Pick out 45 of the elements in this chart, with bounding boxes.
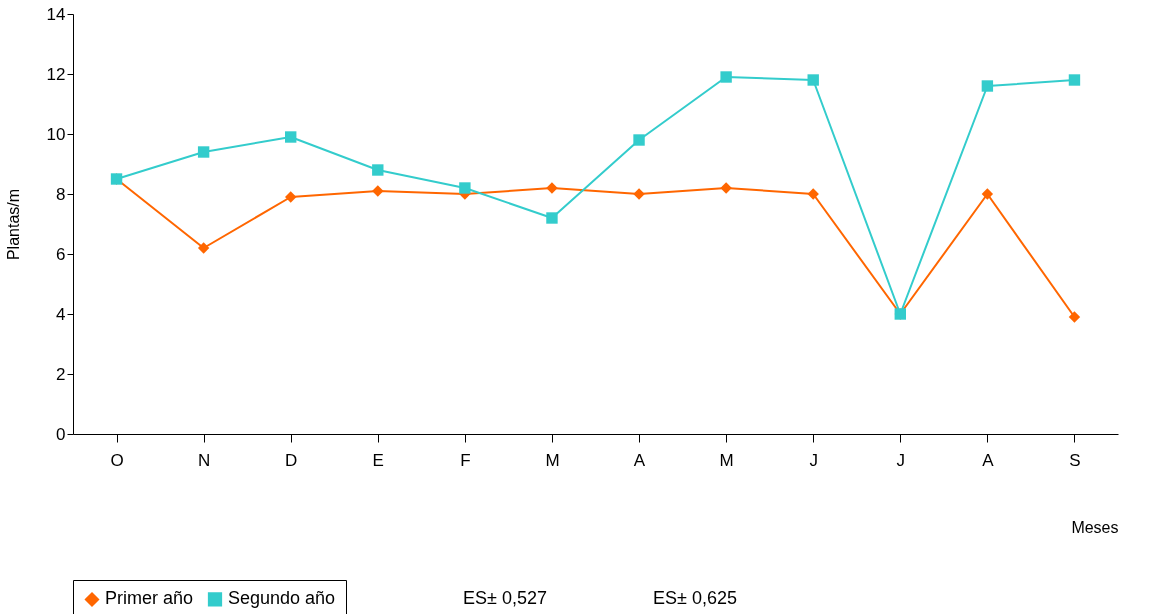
y-tick-label: 4 xyxy=(56,304,66,324)
point xyxy=(1068,311,1081,323)
point xyxy=(981,188,994,200)
text: ES± 0,527 xyxy=(463,588,547,608)
point xyxy=(197,146,210,158)
point xyxy=(807,188,819,200)
point xyxy=(720,71,732,83)
point xyxy=(546,212,558,224)
point xyxy=(197,242,210,254)
x-tick-label: M xyxy=(545,450,560,470)
point xyxy=(1068,74,1081,86)
y-tick-label: 6 xyxy=(56,244,66,264)
point xyxy=(372,164,384,176)
x-tick-label: D xyxy=(285,450,298,470)
y-tick-label: 0 xyxy=(56,424,66,444)
y-tick-label: 10 xyxy=(46,124,66,144)
x-axis-title: Meses xyxy=(1071,518,1119,536)
point xyxy=(285,131,297,143)
point xyxy=(285,191,297,203)
point xyxy=(720,182,732,194)
point xyxy=(807,74,819,86)
x-tick-label: J xyxy=(809,450,818,470)
point xyxy=(633,134,645,146)
x-tick-label: E xyxy=(372,450,384,470)
point xyxy=(981,80,994,92)
x-tick-label: J xyxy=(896,450,906,470)
point xyxy=(372,185,384,197)
x-tick-label: O xyxy=(110,450,124,470)
x-tick-label: N xyxy=(197,450,211,470)
legend-label: Primer año xyxy=(105,588,194,609)
y-tick-label: 2 xyxy=(56,364,66,384)
x-tick-label: A xyxy=(982,450,995,470)
x-tick-label: S xyxy=(1069,450,1081,470)
text: ES± 0,625 xyxy=(653,588,737,608)
x-tick-label: F xyxy=(460,450,471,470)
y-axis-title: Plantas/m xyxy=(4,188,22,261)
point xyxy=(633,188,645,200)
x-tick-label: M xyxy=(719,450,734,470)
point xyxy=(459,182,471,194)
legend-label: Segundo año xyxy=(228,588,336,609)
y-tick-label: 12 xyxy=(46,64,66,84)
y-tick-label: 14 xyxy=(46,4,66,24)
y-tick-label: 8 xyxy=(56,184,66,204)
point xyxy=(546,182,558,194)
x-tick-label: A xyxy=(633,450,646,470)
